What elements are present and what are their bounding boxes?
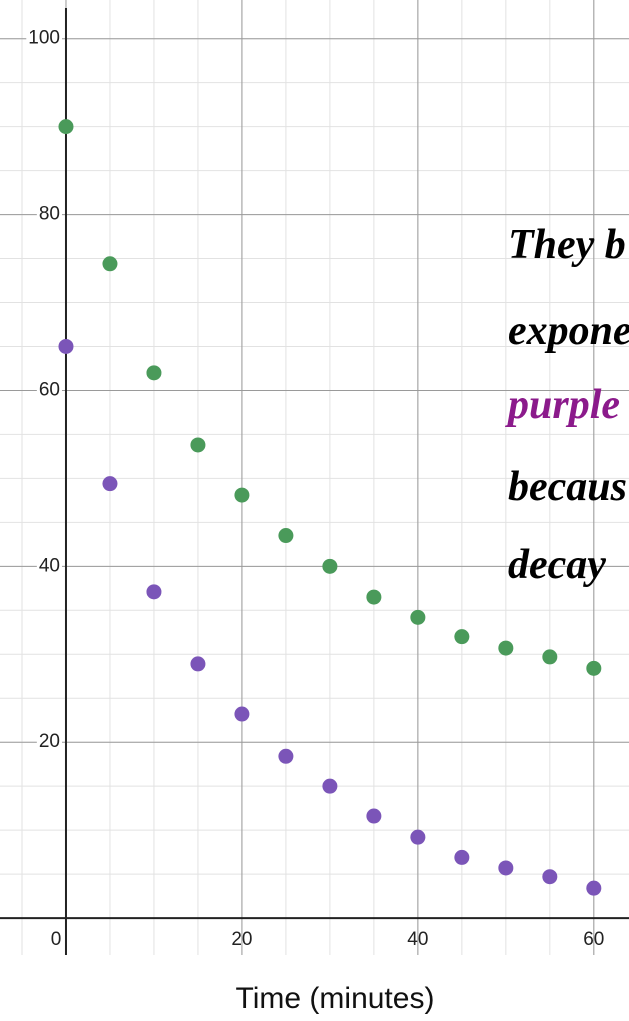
point [322,778,338,794]
point [542,649,558,665]
tick-label-bg [36,203,62,225]
point [234,487,250,503]
annotation: They b [508,222,626,268]
point [190,437,206,453]
point [498,860,514,876]
point [542,869,558,885]
point [278,528,294,544]
tick-label-bg [36,379,62,401]
point [102,256,118,272]
point [454,629,470,645]
x-tick-label: 60 [583,929,604,950]
point [146,365,162,381]
point [58,338,74,354]
point [278,748,294,764]
annotation: purple [505,382,620,428]
point [586,880,602,896]
y-tick-label: 40 [39,555,60,576]
point [366,589,382,605]
point [454,849,470,865]
x-tick-label: 20 [231,929,252,950]
tick-label-bg [26,27,62,49]
point [322,558,338,574]
point [234,706,250,722]
x-tick-label: 0 [51,929,62,950]
point [586,660,602,676]
y-tick-label: 100 [28,28,60,49]
point [410,829,426,845]
point [498,640,514,656]
tick-label-bg [36,555,62,577]
annotation: becaus [508,464,627,510]
annotation: decay [508,542,606,588]
point [410,609,426,625]
y-tick-label: 80 [39,204,60,225]
point [190,656,206,672]
annotation: expone [508,308,629,354]
point [102,476,118,492]
x-tick-label: 40 [407,929,428,950]
tick-label-bg [36,731,62,753]
point [58,119,74,135]
y-tick-label: 20 [39,731,60,752]
point [146,584,162,600]
y-tick-label: 60 [39,379,60,400]
point [366,808,382,824]
x-axis-label: Time (minutes) [236,982,435,1015]
